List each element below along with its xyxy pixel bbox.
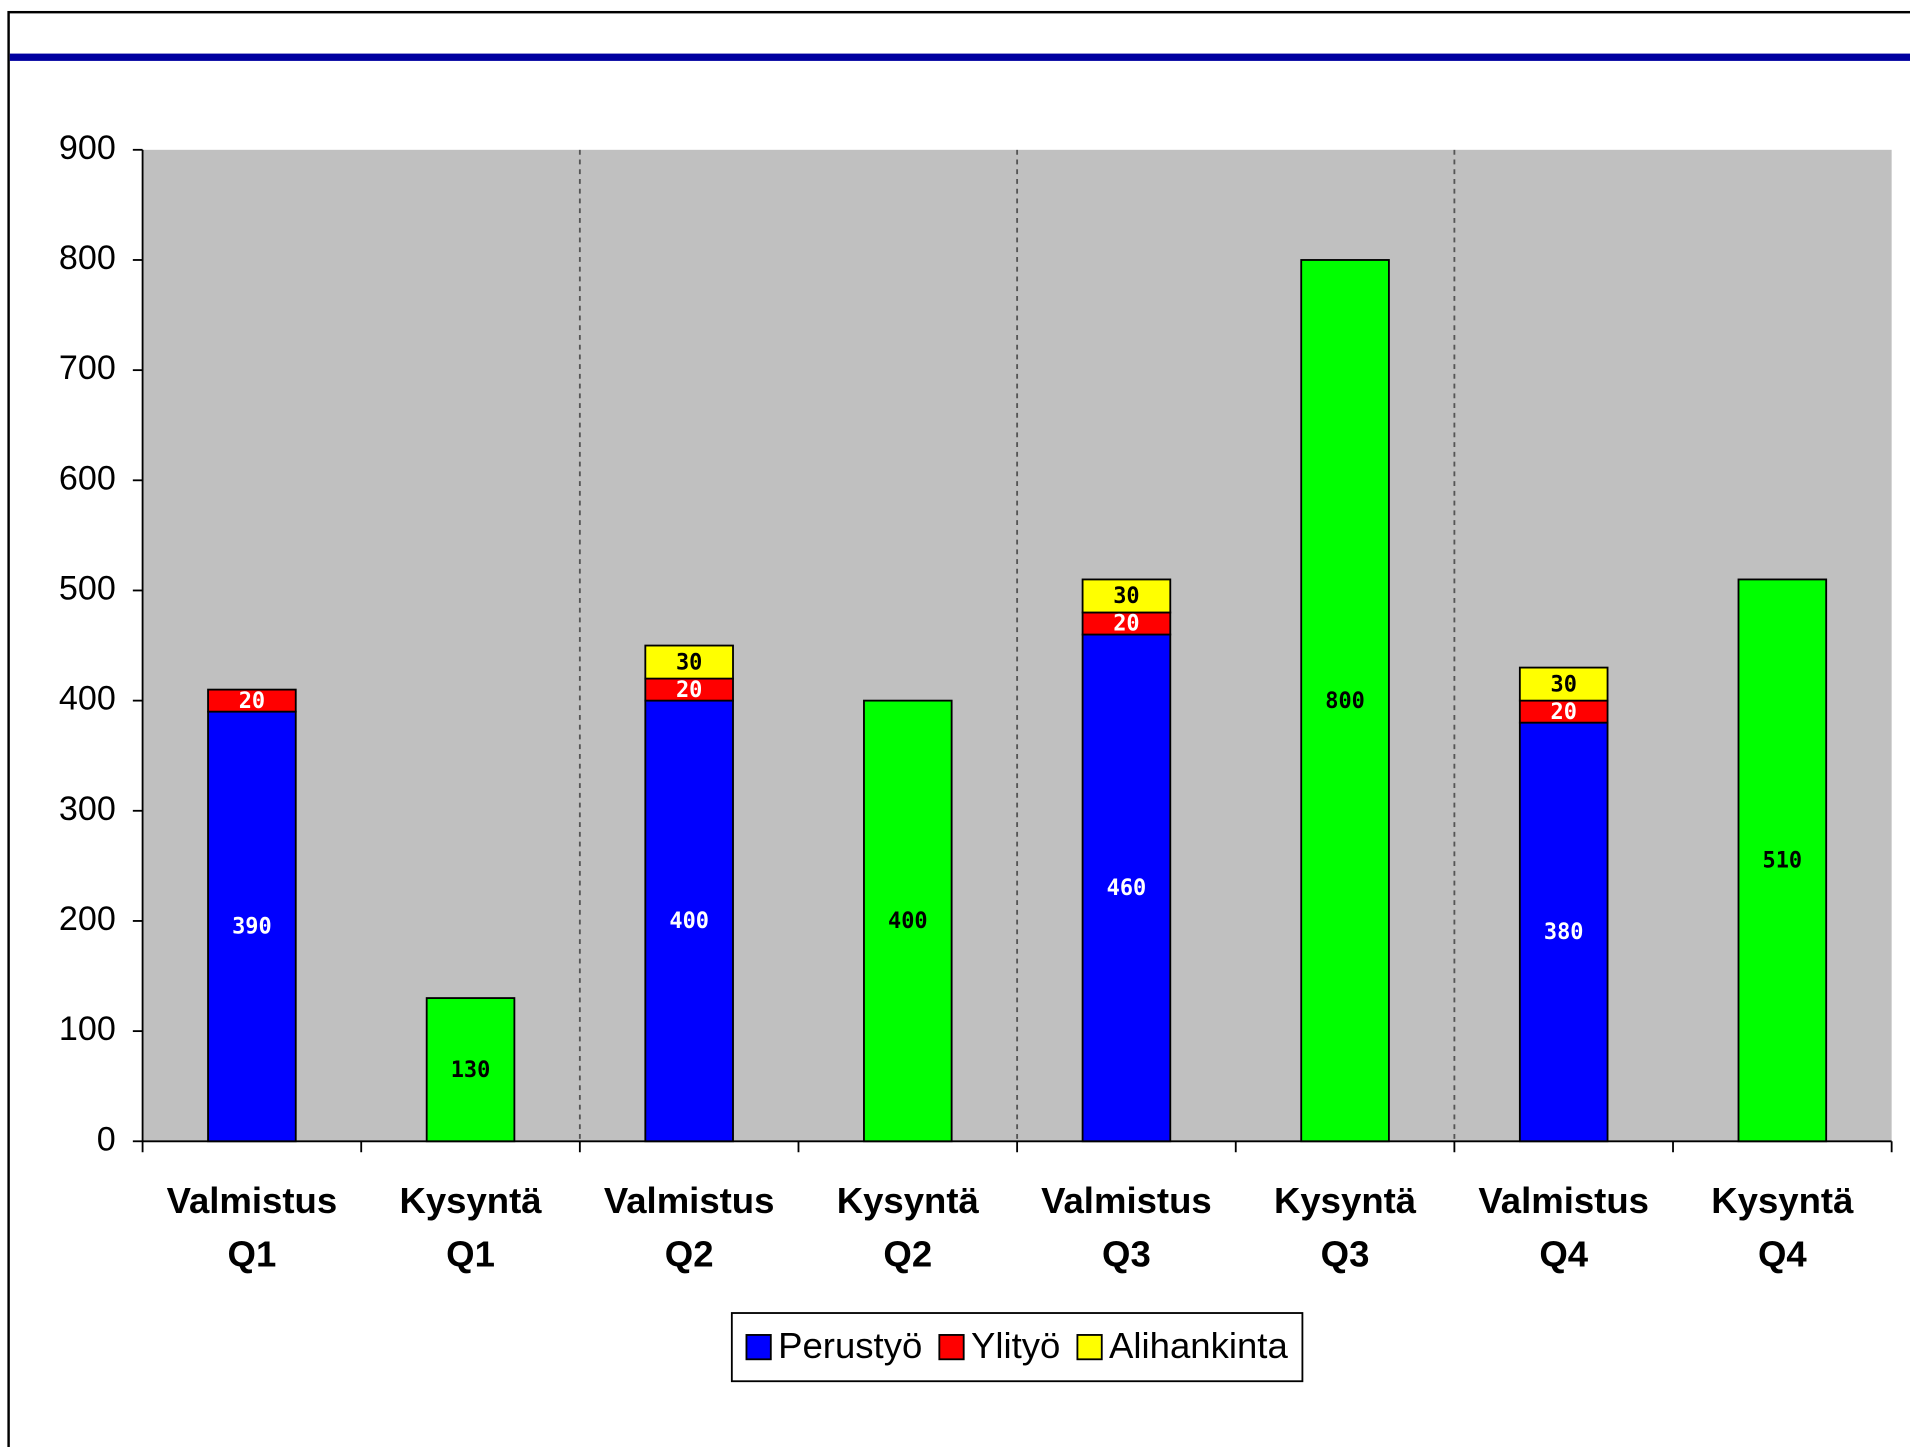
x-tick-label: Kysyntä [1711,1180,1854,1221]
bar-segment [644,644,734,680]
legend-swatch [745,1334,772,1361]
y-tick-label: 0 [97,1120,116,1158]
header-rule [9,53,1910,61]
x-tick-label: Kysyntä [1274,1180,1417,1221]
data-label: 800 [1325,689,1365,714]
x-tick-label: Q3 [1321,1234,1370,1275]
x-tick-label: Q2 [665,1234,714,1275]
x-tick-label: Valmistus [167,1180,338,1221]
bar-segment [207,710,297,1143]
bar-segment [1518,721,1609,1143]
x-tick-label: Q1 [446,1234,495,1275]
legend-swatch [1076,1334,1103,1361]
data-label: 20 [1113,612,1139,637]
y-tick-label: 300 [59,790,116,828]
data-label: 460 [1107,876,1147,901]
bar-segment [1081,578,1172,614]
x-tick-label: Q4 [1758,1234,1807,1275]
bar-segment [1300,259,1390,1143]
bar-segment [207,688,297,713]
x-tick-label: Q3 [1102,1234,1151,1275]
x-tick-label: Valmistus [1478,1180,1649,1221]
bar-segment [425,997,516,1143]
x-tick-label: Q2 [883,1234,932,1275]
legend-label: Perustyö [778,1325,922,1366]
data-label: 130 [451,1058,491,1083]
bar-segment [1518,666,1609,702]
y-tick-label: 700 [59,349,116,387]
y-tick-label: 800 [59,239,116,277]
data-label: 30 [676,650,702,675]
y-tick-label: 900 [59,129,116,167]
y-tick-label: 200 [59,900,116,938]
y-tick-label: 100 [59,1010,116,1048]
x-tick-label: Kysyntä [837,1180,980,1221]
data-label: 380 [1544,920,1584,945]
data-label: 20 [239,689,265,714]
data-label: 30 [1113,584,1139,609]
legend-swatch [938,1334,965,1361]
x-tick-label: Q4 [1539,1234,1588,1275]
data-label: 400 [669,909,709,934]
x-tick-label: Valmistus [604,1180,775,1221]
legend-box [730,1312,1304,1383]
y-tick-label: 400 [59,680,116,718]
data-label: 510 [1763,849,1803,874]
data-label: 390 [232,915,272,940]
data-label: 400 [888,909,928,934]
x-tick-label: Valmistus [1041,1180,1212,1221]
bar-segment [1081,633,1172,1143]
bar-segment [1737,578,1828,1143]
y-tick-label: 600 [59,459,116,497]
y-tick-label: 500 [59,569,116,607]
x-tick-label: Q1 [228,1234,277,1275]
data-label: 30 [1551,672,1577,697]
legend-label: Ylityö [971,1325,1060,1366]
data-label: 20 [1551,700,1577,725]
bar-segment [863,699,953,1143]
legend-label: Alihankinta [1109,1325,1288,1366]
data-label: 20 [676,678,702,703]
bar-segment [644,699,734,1143]
x-tick-label: Kysyntä [399,1180,542,1221]
